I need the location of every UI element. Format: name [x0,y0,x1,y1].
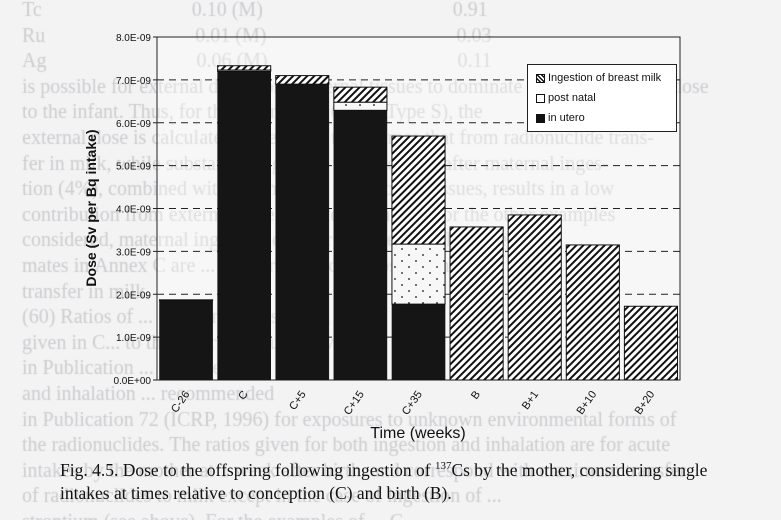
y-tick-label: 6.0E-09 [116,119,151,130]
bar-segment-in-utero [159,300,213,381]
x-tick-label: C-26 [169,389,193,415]
caption-text: Fig. 4.5. Dose to the offspring followin… [60,459,435,480]
y-tick-label: 7.0E-09 [116,76,151,87]
y-tick-label: 1.0E-09 [116,333,151,344]
caption-text-suffix: by the mother, considering single intake… [60,459,708,503]
y-tick-label: 8.0E-09 [116,33,151,44]
legend-item-breast-milk: Ingestion of breast milk [536,72,661,84]
x-tick-label: B+10 [575,389,600,417]
legend-label: Ingestion of breast milk [548,72,662,84]
y-tick-label: 5.0E-09 [116,162,151,173]
white-swatch-icon [536,93,545,103]
y-tick-label: 0.0E+00 [113,376,151,387]
x-tick-label: C+5 [287,389,309,413]
y-tick-label: 4.0E-09 [116,205,151,216]
x-tick-label: C+15 [342,389,367,418]
bar-segment-post-natal [333,101,388,111]
caption-isotope-mass: 137 [434,460,452,472]
bar-segment-in-utero [275,83,330,381]
legend-item-in-utero: in utero [536,112,585,124]
x-tick-label: B+20 [633,389,658,417]
x-tick-label: B [469,389,483,402]
bar-segment-ingestion-of-breast-milk [275,75,330,85]
caption-isotope-symbol: Cs [451,459,470,480]
bar-segment-ingestion-of-breast-milk [507,214,562,381]
bar-segment-post-natal [159,299,214,302]
bar-segment-in-utero [391,303,446,381]
x-axis-label: Time (weeks) [370,425,465,442]
bar-segment-ingestion-of-breast-milk [391,135,446,245]
y-tick-label: 3.0E-09 [116,247,151,258]
bar-segment-ingestion-of-breast-milk [449,226,504,381]
y-axis-label: Dose (Sv per Bq intake) [83,129,99,286]
bar-segment-in-utero [217,71,271,381]
legend-label: in utero [548,112,585,124]
bar-segment-ingestion-of-breast-milk [565,244,620,381]
bar-segment-ingestion-of-breast-milk [333,86,388,103]
bar-segment-in-utero [333,110,388,381]
bar-segment-post-natal [391,243,446,305]
black-swatch-icon [536,113,545,123]
bar-segment-ingestion-of-breast-milk [623,305,679,381]
chart-legend: Ingestion of breast milk post natal in u… [527,64,677,132]
bar-segment-ingestion-of-breast-milk [217,65,272,71]
hatch-swatch-icon [536,73,545,83]
legend-label: post natal [548,92,596,104]
y-tick-label: 2.0E-09 [116,290,151,301]
x-tick-label: C [236,389,250,402]
figure-caption: Fig. 4.5. Dose to the offspring followin… [60,455,760,505]
legend-item-post-natal: post natal [536,92,596,104]
x-tick-label: B+1 [520,389,541,412]
x-tick-label: C+35 [400,389,425,418]
